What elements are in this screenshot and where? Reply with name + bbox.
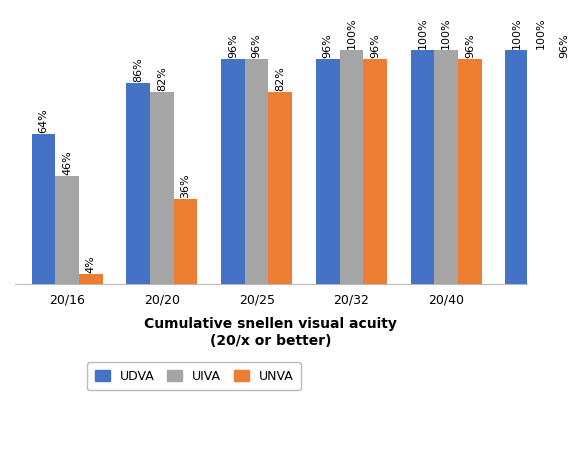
Text: 100%: 100% — [418, 17, 427, 49]
Bar — [55, 176, 79, 283]
Bar — [529, 50, 553, 283]
Bar — [126, 83, 150, 283]
Bar — [458, 59, 482, 283]
Bar — [150, 92, 174, 283]
Bar — [411, 50, 434, 283]
Bar — [339, 50, 363, 283]
Bar — [245, 59, 269, 283]
Bar — [553, 59, 577, 283]
Text: 46%: 46% — [62, 150, 72, 175]
Text: 4%: 4% — [86, 255, 96, 273]
Bar — [363, 59, 387, 283]
Legend: UDVA, UIVA, UNVA: UDVA, UIVA, UNVA — [88, 362, 301, 390]
Bar — [174, 200, 197, 283]
Text: 96%: 96% — [560, 34, 570, 58]
Text: 96%: 96% — [465, 34, 475, 58]
Text: 82%: 82% — [276, 66, 285, 91]
Text: 100%: 100% — [512, 17, 522, 49]
Bar — [434, 50, 458, 283]
Text: 100%: 100% — [346, 17, 356, 49]
Text: 86%: 86% — [133, 57, 143, 82]
Text: 100%: 100% — [441, 17, 451, 49]
Bar — [79, 274, 103, 283]
Text: 96%: 96% — [228, 34, 238, 58]
Bar — [31, 134, 55, 283]
Bar — [221, 59, 245, 283]
Text: 36%: 36% — [180, 173, 191, 198]
Text: 64%: 64% — [38, 108, 48, 133]
Bar — [505, 50, 529, 283]
Text: 96%: 96% — [322, 34, 333, 58]
Bar — [316, 59, 339, 283]
Text: 96%: 96% — [252, 34, 262, 58]
X-axis label: Cumulative snellen visual acuity
(20/x or better): Cumulative snellen visual acuity (20/x o… — [144, 318, 397, 347]
Text: 96%: 96% — [370, 34, 380, 58]
Bar — [269, 92, 292, 283]
Text: 100%: 100% — [536, 17, 546, 49]
Text: 82%: 82% — [157, 66, 167, 91]
